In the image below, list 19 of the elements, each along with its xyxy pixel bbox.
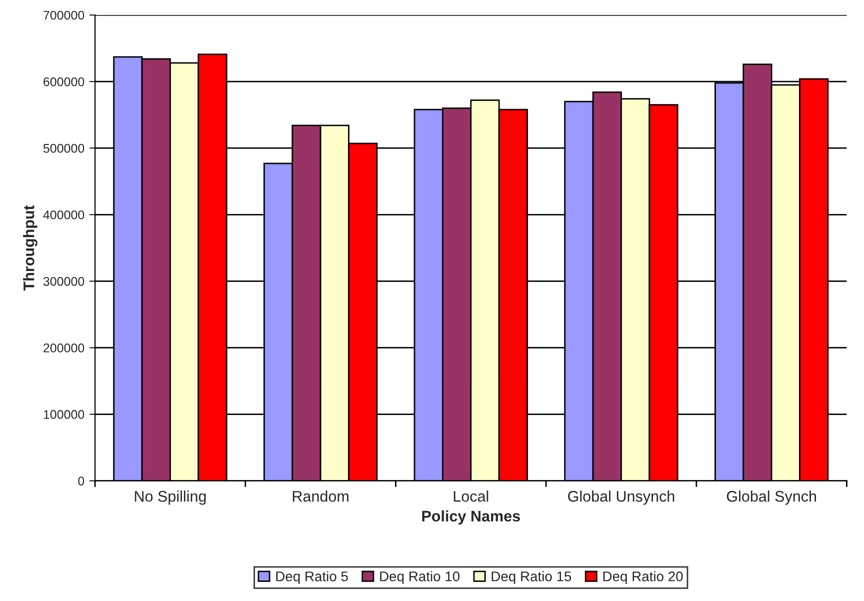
- legend-label: Deq Ratio 10: [380, 571, 460, 584]
- legend-label: Deq Ratio 5: [276, 571, 348, 584]
- y-axis-title: Throughput: [23, 205, 38, 291]
- y-tick-label: 0: [78, 476, 84, 486]
- x-tick-label: No Spilling: [134, 490, 206, 505]
- y-tick-label: 700000: [44, 10, 84, 20]
- y-tick-label: 600000: [44, 77, 84, 86]
- y-tick-label: 300000: [43, 276, 84, 286]
- legend-label: Deq Ratio 20: [603, 571, 683, 584]
- x-tick-label: Random: [292, 490, 348, 502]
- y-tick-label: 400000: [43, 210, 84, 220]
- x-tick-label: Local: [454, 490, 488, 502]
- legend-label: Deq Ratio 15: [492, 571, 572, 584]
- y-tick-label: 100000: [44, 410, 84, 419]
- x-tick-label: Global Synch: [726, 490, 816, 505]
- x-tick-label: Global Unsynch: [568, 490, 674, 505]
- x-axis-title: Policy Names: [422, 510, 520, 525]
- y-tick-label: 200000: [44, 344, 84, 352]
- y-tick-label: 500000: [43, 144, 84, 153]
